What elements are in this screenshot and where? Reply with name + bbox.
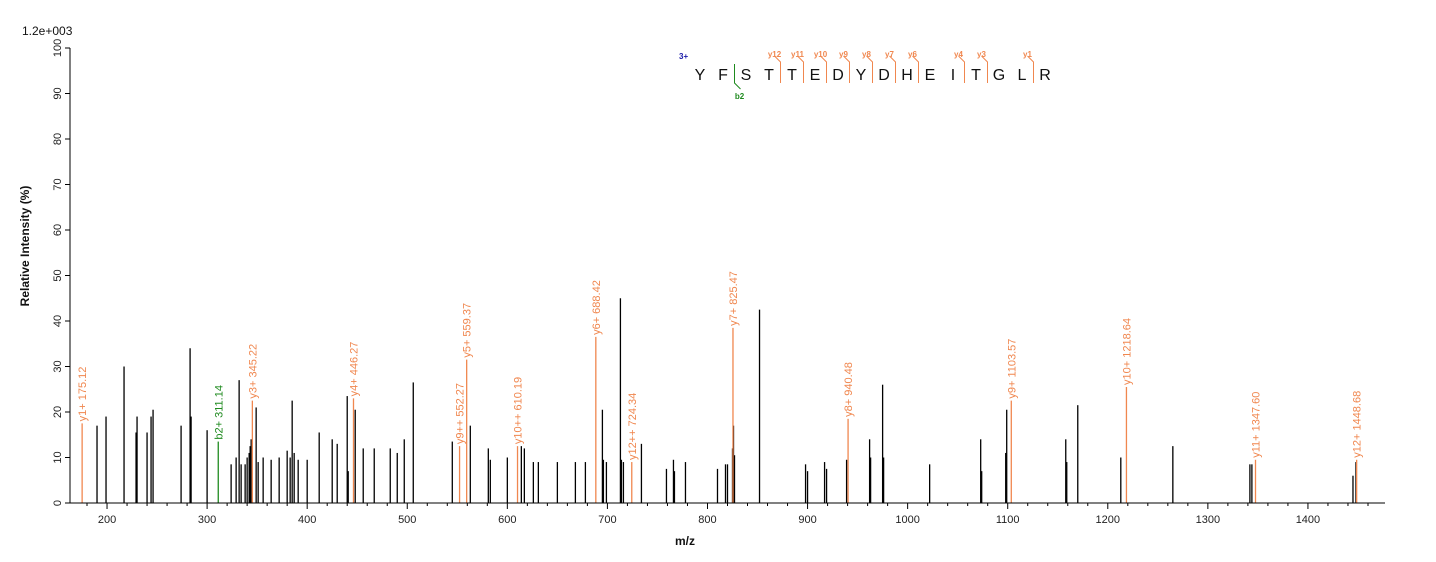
sequence-letter: E <box>925 67 936 84</box>
sequence-letter: T <box>787 67 797 84</box>
sequence-letter: S <box>741 67 752 84</box>
y-tick-label: 40 <box>52 315 64 327</box>
y-tick-label: 70 <box>52 178 64 190</box>
y-ion-bracket <box>774 55 781 83</box>
y-ion-label: y4 <box>954 50 963 59</box>
x-tick-label: 1400 <box>1296 514 1320 526</box>
b-ion-label: b2 <box>735 92 745 101</box>
y-ion-bracket <box>912 55 919 83</box>
y-ion-label: y9 <box>839 50 848 59</box>
sequence-letter: G <box>993 67 1005 84</box>
peak-label: y1+ 175.12 <box>77 367 89 422</box>
sequence-letter: I <box>951 67 955 84</box>
y-tick-label: 0 <box>52 500 64 506</box>
scale-label: 1.2e+003 <box>22 24 73 38</box>
sequence-letter: Y <box>856 67 867 84</box>
y-tick-label: 30 <box>52 360 64 372</box>
y-tick-label: 60 <box>52 224 64 236</box>
y-tick-label: 90 <box>52 87 64 99</box>
peak-label: y5+ 559.37 <box>462 303 474 358</box>
y-ion-bracket <box>981 55 988 83</box>
b-ion-bracket <box>734 64 741 90</box>
peak-label: y6+ 688.42 <box>591 280 603 335</box>
y-ion-bracket <box>889 55 896 83</box>
y-tick-label: 50 <box>52 269 64 281</box>
sequence-letter: R <box>1039 67 1051 84</box>
y-ion-bracket <box>797 55 804 83</box>
y-ion-label: y7 <box>885 50 894 59</box>
y-ion-bracket <box>843 55 850 83</box>
y-tick-label: 100 <box>52 39 64 57</box>
charge-state: 3+ <box>679 52 688 61</box>
x-tick-label: 1100 <box>996 514 1020 526</box>
peak-label: y10++ 610.19 <box>513 377 525 444</box>
peak-label: y12+ 1448.68 <box>1352 391 1364 458</box>
y-ion-label: y10 <box>814 50 828 59</box>
x-tick-label: 1200 <box>1096 514 1120 526</box>
y-ion-label: y6 <box>908 50 917 59</box>
x-axis-title: m/z <box>675 534 695 548</box>
peak-label: y3+ 345.22 <box>247 344 259 399</box>
y-ion-label: y8 <box>862 50 871 59</box>
peak-label: y11+ 1347.60 <box>1251 392 1263 458</box>
x-tick-label: 200 <box>98 514 116 526</box>
peak-label: y8+ 940.48 <box>843 362 855 417</box>
x-tick-label: 300 <box>198 514 216 526</box>
y-tick-label: 20 <box>52 406 64 418</box>
x-tick-label: 600 <box>498 514 516 526</box>
x-tick-label: 700 <box>598 514 616 526</box>
peak-label: b2+ 311.14 <box>213 385 225 440</box>
y-ion-bracket <box>1027 55 1034 83</box>
x-tick-label: 1300 <box>1196 514 1220 526</box>
x-tick-label: 1000 <box>895 514 919 526</box>
y-ion-label: y12 <box>768 50 782 59</box>
peak-label: y10+ 1218.64 <box>1121 318 1133 385</box>
peak-label: y9++ 552.27 <box>455 383 467 444</box>
x-tick-label: 900 <box>798 514 816 526</box>
sequence-letter: E <box>810 67 821 84</box>
sequence-letter: H <box>901 67 913 84</box>
y-ion-label: y1 <box>1023 50 1032 59</box>
y-tick-label: 80 <box>52 133 64 145</box>
sequence-letter: L <box>1018 67 1027 84</box>
y-tick-label: 10 <box>52 451 64 463</box>
sequence-letter: T <box>764 67 774 84</box>
peak-label: y4+ 446.27 <box>348 342 360 397</box>
y-ion-label: y3 <box>977 50 986 59</box>
peak-label: y12++ 724.34 <box>627 393 639 460</box>
y-ion-bracket <box>958 55 965 83</box>
x-tick-label: 400 <box>298 514 316 526</box>
sequence-letter: D <box>832 67 844 84</box>
peak-label: y9+ 1103.57 <box>1006 339 1018 399</box>
sequence-letter: F <box>718 67 728 84</box>
peak-label: y7+ 825.47 <box>728 271 740 326</box>
sequence-letter: D <box>878 67 890 84</box>
y-ion-bracket <box>820 55 827 83</box>
y-axis-title: Relative Intensity (%) <box>18 186 32 307</box>
y-ion-bracket <box>866 55 873 83</box>
sequence-letter: Y <box>695 67 706 84</box>
x-tick-label: 500 <box>398 514 416 526</box>
x-tick-label: 800 <box>698 514 716 526</box>
y-ion-label: y11 <box>791 50 804 59</box>
sequence-letter: T <box>971 67 981 84</box>
